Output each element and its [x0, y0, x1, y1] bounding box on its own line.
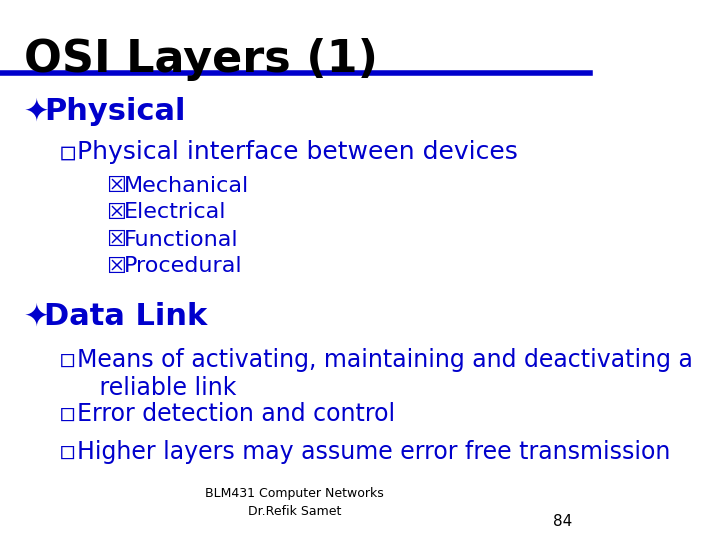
Text: Functional: Functional	[124, 230, 238, 249]
Text: Data Link: Data Link	[44, 302, 207, 332]
Text: Physical: Physical	[44, 97, 186, 126]
Text: Higher layers may assume error free transmission: Higher layers may assume error free tran…	[76, 440, 670, 464]
Text: ◽: ◽	[59, 402, 76, 426]
Text: ☒: ☒	[106, 230, 126, 249]
Text: BLM431 Computer Networks
Dr.Refik Samet: BLM431 Computer Networks Dr.Refik Samet	[205, 488, 384, 518]
Text: OSI Layers (1): OSI Layers (1)	[24, 38, 377, 81]
Text: ✦: ✦	[24, 97, 49, 126]
Text: Electrical: Electrical	[124, 202, 226, 222]
Text: 84: 84	[553, 514, 572, 529]
Text: ☒: ☒	[106, 202, 126, 222]
Text: Procedural: Procedural	[124, 256, 243, 276]
Text: ✦: ✦	[24, 302, 49, 332]
Text: ◽: ◽	[59, 440, 76, 464]
Text: ☒: ☒	[106, 256, 126, 276]
Text: ◽: ◽	[59, 140, 77, 164]
Text: Physical interface between devices: Physical interface between devices	[76, 140, 518, 164]
Text: ◽: ◽	[59, 348, 76, 372]
Text: Mechanical: Mechanical	[124, 176, 249, 195]
Text: ☒: ☒	[106, 176, 126, 195]
Text: Means of activating, maintaining and deactivating a
   reliable link: Means of activating, maintaining and dea…	[76, 348, 693, 400]
Text: Error detection and control: Error detection and control	[76, 402, 395, 426]
